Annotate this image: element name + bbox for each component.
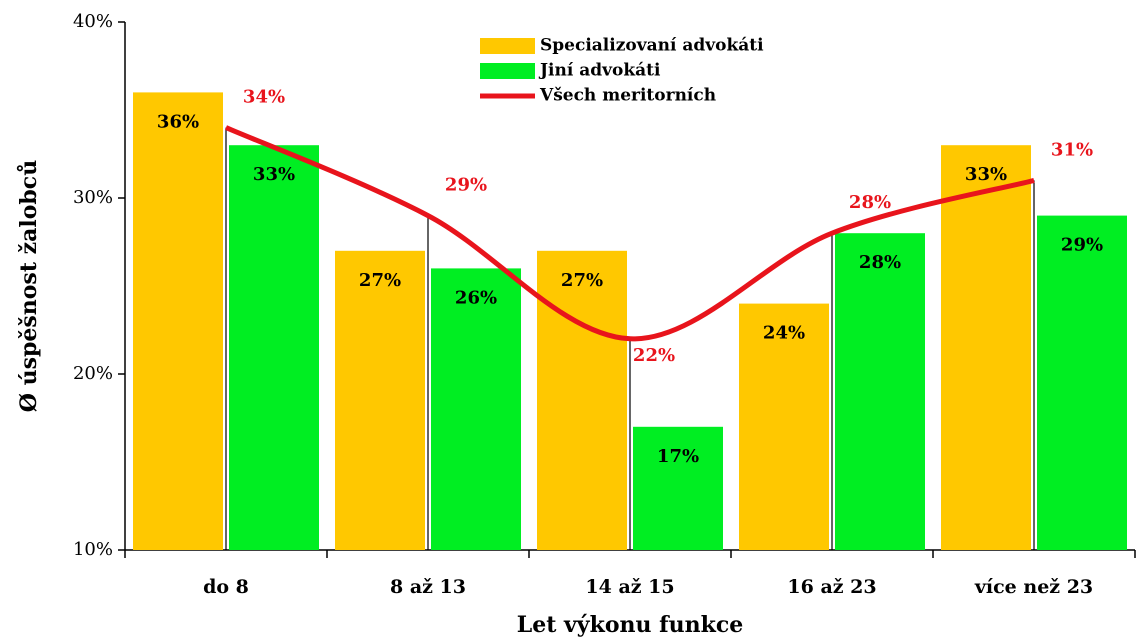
line-value-label: 22%: [633, 345, 675, 366]
x-tick-label: více než 23: [974, 576, 1093, 598]
bar: [1037, 215, 1127, 550]
y-tick-label: 20%: [73, 363, 113, 384]
y-tick-label: 40%: [73, 11, 113, 32]
line-value-label: 29%: [445, 175, 487, 196]
line-value-label: 31%: [1051, 139, 1093, 160]
bar: [835, 233, 925, 550]
legend-swatch: [480, 38, 535, 54]
bar: [633, 426, 723, 550]
value-label: 33%: [253, 164, 295, 185]
value-label: 24%: [763, 323, 805, 344]
value-label: 29%: [1061, 235, 1103, 256]
value-label: 17%: [657, 446, 699, 467]
value-label: 36%: [157, 111, 199, 132]
x-tick-label: do 8: [203, 576, 249, 598]
x-tick-label: 14 až 15: [585, 576, 674, 598]
value-label: 27%: [359, 270, 401, 291]
value-label: 28%: [859, 252, 901, 273]
bar: [133, 92, 223, 551]
bar: [431, 268, 521, 550]
y-axis-label: Ø úspěšnost žalobců: [16, 160, 42, 412]
x-tick-label: 16 až 23: [787, 576, 876, 598]
legend-label: Specializovaní advokáti: [540, 36, 764, 56]
line-value-label: 28%: [849, 192, 891, 213]
value-label: 27%: [561, 270, 603, 291]
line-value-label: 34%: [243, 87, 285, 108]
value-label: 26%: [455, 287, 497, 308]
line: [225, 125, 1035, 342]
bar: [739, 303, 829, 550]
legend-label: Všech meritorních: [539, 86, 716, 106]
legend-swatch: [480, 63, 535, 79]
bar: [335, 250, 425, 551]
bar: [941, 145, 1031, 550]
bar: [229, 145, 319, 550]
y-tick-label: 10%: [73, 539, 113, 560]
x-axis-label: Let výkonu funkce: [517, 612, 744, 638]
y-tick-label: 30%: [73, 187, 113, 208]
bar: [537, 250, 627, 551]
x-tick-label: 8 až 13: [390, 576, 466, 598]
legend-label: Jiní advokáti: [538, 61, 661, 81]
value-label: 33%: [965, 164, 1007, 185]
